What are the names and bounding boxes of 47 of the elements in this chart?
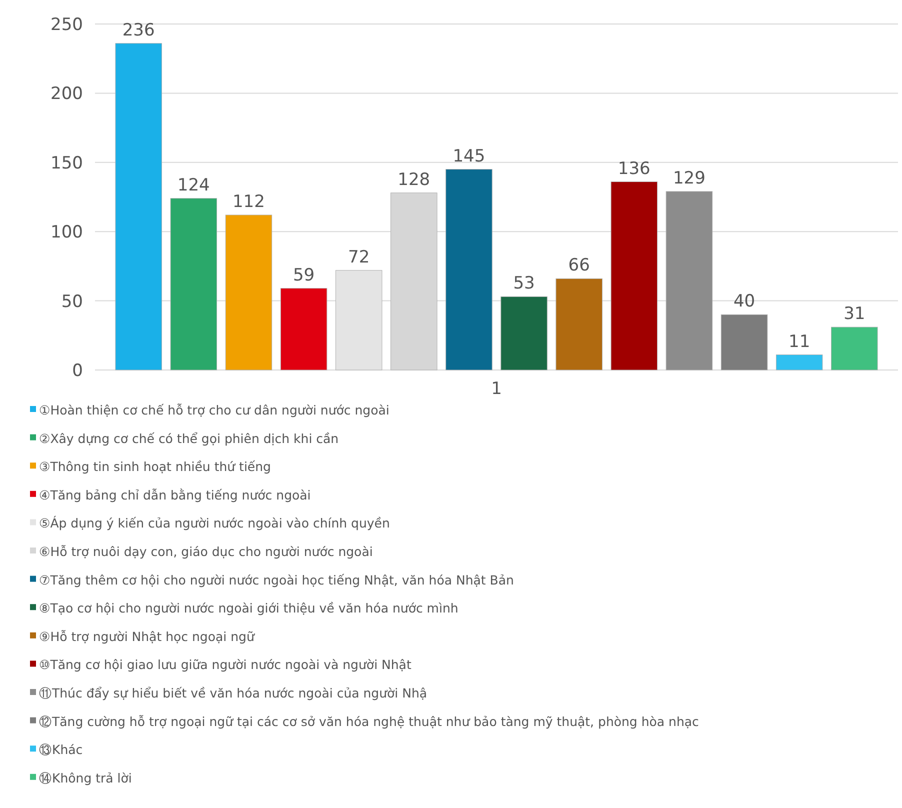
data-label: 112: [232, 192, 265, 212]
legend-label: ⑫Tăng cường hỗ trợ ngoại ngữ tại các cơ sở văn hóa nghệ thuật như bảo tàng mỹ thuật, phòng hòa nhạc: [39, 714, 700, 729]
data-label: 11: [788, 332, 810, 352]
legend-label: ③Thông tin sinh hoạt nhiều thứ tiếng: [39, 459, 271, 474]
bar: [831, 326, 878, 370]
legend-label: ⑥Hỗ trợ nuôi dạy con, giáo dục cho người nước ngoài: [39, 544, 373, 559]
y-tick-label: 100: [50, 222, 83, 243]
bar: [610, 182, 658, 370]
legend-label: ⑪Thúc đẩy sự hiểu biết về văn hóa nước ngoài của người Nhậ: [39, 686, 428, 700]
legend-label: ②Xây dựng cơ chế có thể gọi phiên dịch khi cần: [39, 430, 339, 446]
bar: [500, 296, 548, 370]
data-label: 31: [844, 304, 866, 324]
bar: [225, 214, 272, 370]
legend-label: ⑤Áp dụng ý kiến của người nước ngoài vào chính quyền: [39, 516, 390, 531]
y-tick-label: 0: [72, 361, 83, 381]
bar: [170, 198, 218, 370]
legend-label: ⑬Khác: [39, 742, 83, 758]
x-tick-label: 1: [491, 379, 502, 399]
y-tick-label: 150: [50, 153, 83, 174]
data-label: 53: [513, 274, 535, 294]
bar: [446, 169, 492, 370]
legend-label: ⑩Tăng cơ hội giao lưu giữa người nước ngoài và người Nhật: [39, 657, 412, 672]
legend-label: ⑭Không trả lời: [39, 770, 132, 786]
bar: [776, 354, 823, 370]
data-label: 40: [733, 292, 756, 312]
data-label: 129: [672, 168, 706, 188]
y-tick-label: 250: [50, 15, 83, 35]
data-label: 128: [398, 170, 430, 190]
legend-label: ⑧Tạo cơ hội cho người nước ngoài giới thiệu về văn hóa nước mình: [39, 600, 458, 616]
legend-label: ①Hoàn thiện cơ chế hỗ trợ cho cư dân người nước ngoài: [39, 402, 390, 418]
legend-label: ⑦Tăng thêm cơ hội cho người nước ngoài học tiếng Nhật, văn hóa Nhật Bản: [39, 572, 514, 588]
legend-label: ④Tăng bảng chỉ dẫn bằng tiếng nước ngoài: [39, 487, 311, 502]
data-label: 145: [452, 146, 486, 166]
legend-label: ⑨Hỗ trợ người Nhật học ngoại ngữ: [39, 628, 256, 644]
y-tick-label: 200: [50, 84, 83, 104]
data-label: 136: [618, 158, 650, 179]
data-label: 59: [292, 265, 315, 286]
y-tick-label: 50: [61, 292, 83, 312]
data-label: 236: [122, 20, 155, 40]
data-label: 124: [177, 175, 210, 196]
bar: [720, 314, 768, 370]
bar: [556, 278, 602, 370]
bar: [666, 191, 713, 370]
bar: [280, 288, 328, 370]
bar: [115, 43, 162, 370]
data-label: 72: [348, 247, 370, 268]
data-label: 66: [568, 256, 590, 276]
